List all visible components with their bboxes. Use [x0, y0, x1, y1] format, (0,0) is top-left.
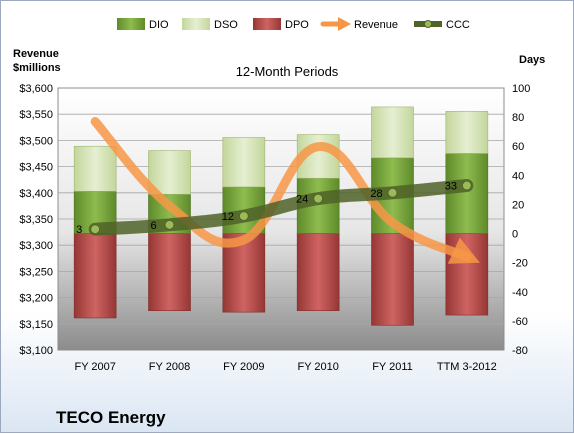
ccc-data-label: 12: [222, 211, 234, 223]
bar-dpo: [222, 233, 266, 313]
revenue-line: [90, 117, 480, 264]
x-tick-label: FY 2011: [372, 361, 413, 373]
bar-dso: [371, 106, 414, 159]
ccc-data-label: 3: [76, 224, 82, 236]
left-tick-label: $3,450: [19, 162, 53, 174]
line-series: 3 6 12 24 28 33: [76, 117, 480, 264]
ccc-data-label: 28: [370, 188, 382, 200]
legend-label-ccc: CCC: [446, 19, 470, 31]
legend-swatch-ccc: [414, 20, 442, 28]
x-tick-label: FY 2008: [149, 361, 190, 373]
ccc-point: [164, 219, 175, 230]
bar-dpo: [73, 233, 117, 319]
right-tick-label: 60: [512, 141, 524, 153]
ccc-point: [313, 193, 324, 204]
ccc-point: [387, 187, 398, 198]
bar-dpo: [371, 233, 414, 326]
legend-swatch-dpo: [253, 18, 281, 30]
left-tick-label: $3,350: [19, 214, 53, 226]
x-tick-label: FY 2010: [297, 361, 338, 373]
x-tick-label: FY 2009: [223, 361, 264, 373]
legend-swatch-dso: [182, 18, 210, 30]
company-name: TECO Energy: [56, 408, 166, 427]
right-tick-label: -60: [512, 316, 528, 328]
legend: DIO DSO DPO Revenue CCC: [117, 17, 470, 31]
ccc-point: [238, 211, 249, 222]
x-tick-label: TTM 3-2012: [437, 361, 497, 373]
left-axis-title-line1: Revenue: [13, 48, 59, 60]
left-tick-label: $3,500: [19, 135, 53, 147]
bar-dso: [222, 137, 266, 188]
right-tick-label: 40: [512, 170, 524, 182]
right-tick-label: -80: [512, 345, 528, 357]
x-tick-label: FY 2007: [74, 361, 115, 373]
bar-dso: [148, 150, 191, 195]
legend-label-dso: DSO: [214, 19, 238, 31]
bar-dpo: [296, 233, 340, 312]
legend-label-revenue: Revenue: [354, 19, 398, 31]
left-tick-label: $3,300: [19, 240, 53, 252]
ccc-line: [88, 179, 474, 236]
right-axis-title: Days: [519, 54, 545, 66]
chart-subtitle: 12-Month Periods: [236, 64, 339, 79]
right-tick-label: 0: [512, 229, 518, 241]
ccc-point: [461, 180, 472, 191]
legend-label-dio: DIO: [149, 19, 169, 31]
right-tick-label: -40: [512, 287, 528, 299]
right-tick-label: -20: [512, 258, 528, 270]
ccc-data-label: 24: [296, 194, 308, 206]
bar-dio: [445, 153, 489, 234]
left-tick-label: $3,150: [19, 319, 53, 331]
left-tick-label: $3,550: [19, 109, 53, 121]
bar-dpo: [148, 233, 191, 312]
left-tick-label: $3,600: [19, 83, 53, 95]
ccc-point: [90, 224, 101, 235]
ccc-data-label: 6: [150, 220, 156, 232]
axes: $3,100 $3,150 $3,200 $3,250 $3,300 $3,350 $3,4…: [19, 83, 530, 373]
right-tick-label: 20: [512, 199, 524, 211]
left-tick-label: $3,400: [19, 188, 53, 200]
bar-series: [73, 106, 489, 326]
legend-label-dpo: DPO: [285, 19, 309, 31]
bar-dso: [445, 110, 489, 154]
left-axis-title-line2: $millions: [13, 62, 61, 74]
left-tick-label: $3,200: [19, 293, 53, 305]
right-tick-label: 100: [512, 83, 530, 95]
bar-dso: [73, 145, 117, 192]
legend-swatch-revenue: [320, 17, 351, 31]
right-tick-label: 80: [512, 112, 524, 124]
left-tick-label: $3,250: [19, 266, 53, 278]
left-tick-label: $3,100: [19, 345, 53, 357]
legend-swatch-dio: [117, 18, 145, 30]
ccc-data-label: 33: [445, 181, 457, 193]
bar-dpo: [445, 233, 489, 316]
